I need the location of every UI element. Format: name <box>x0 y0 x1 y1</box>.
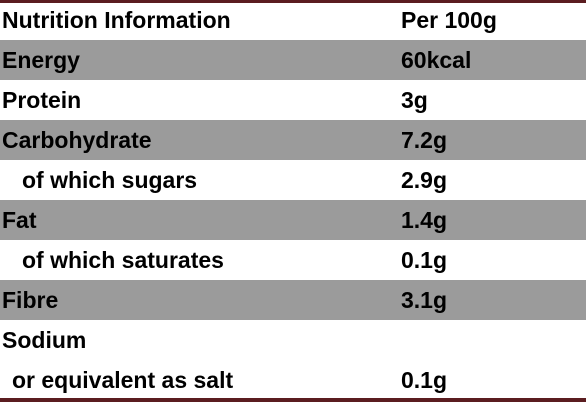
amount: 0.1g <box>401 367 448 393</box>
header-cell: Nutrition Information <box>2 7 231 33</box>
table-row: or equivalent as salt 0.1g <box>0 360 586 400</box>
nutrient: Carbohydrate <box>2 127 152 153</box>
table-row: Energy 60kcal <box>0 40 586 80</box>
table-row: of which saturates 0.1g <box>0 240 586 280</box>
header-cell: Per 100g <box>401 7 497 33</box>
amount: 60kcal <box>401 47 472 73</box>
amount: 1.4g <box>401 207 448 233</box>
amount: 2.9g <box>401 167 448 193</box>
table-row: of which sugars 2.9g <box>0 160 586 200</box>
nutrient: of which saturates <box>22 247 224 273</box>
table-row: Protein 3g <box>0 80 586 120</box>
table-row: Fibre 3.1g <box>0 280 586 320</box>
table-row: Sodium <box>0 320 586 360</box>
nutrient: Protein <box>2 87 82 113</box>
nutrient: Fibre <box>2 287 59 313</box>
nutrient: Sodium <box>2 327 87 353</box>
amount: 7.2g <box>401 127 448 153</box>
nutrient: Energy <box>2 47 80 73</box>
amount: 0.1g <box>401 247 448 273</box>
table-row: Fat 1.4g <box>0 200 586 240</box>
amount: 3g <box>401 87 428 113</box>
amount: 3.1g <box>401 287 448 313</box>
header-row: Nutrition Information Per 100g <box>0 0 586 40</box>
nutrient: Fat <box>2 207 37 233</box>
table-row: Carbohydrate 7.2g <box>0 120 586 160</box>
nutrient: of which sugars <box>22 167 198 193</box>
nutrient: or equivalent as salt <box>12 367 234 393</box>
